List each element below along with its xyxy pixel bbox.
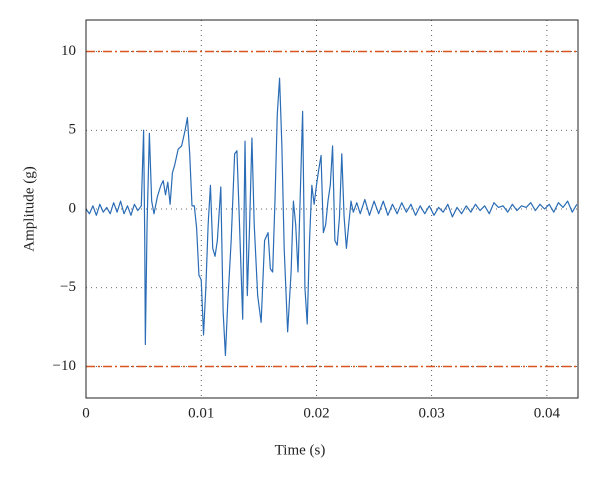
x-tick-label: 0 (82, 405, 90, 421)
x-tick-label: 0.02 (303, 405, 329, 421)
plot-frame (85, 19, 579, 399)
x-axis-label: Time (s) (275, 442, 326, 458)
x-tick-label: 0.03 (419, 405, 445, 421)
y-tick-label: −5 (60, 279, 76, 295)
y-tick-label: 0 (69, 200, 77, 216)
y-tick-label: 5 (69, 122, 77, 138)
signal-line (85, 77, 578, 357)
x-tick-label: 0.01 (188, 405, 214, 421)
y-tick-label: 10 (61, 43, 76, 59)
y-tick-label: −10 (53, 358, 76, 374)
x-tick-label: 0.04 (534, 405, 561, 421)
y-axis-label: Amplitude (g) (21, 166, 37, 251)
